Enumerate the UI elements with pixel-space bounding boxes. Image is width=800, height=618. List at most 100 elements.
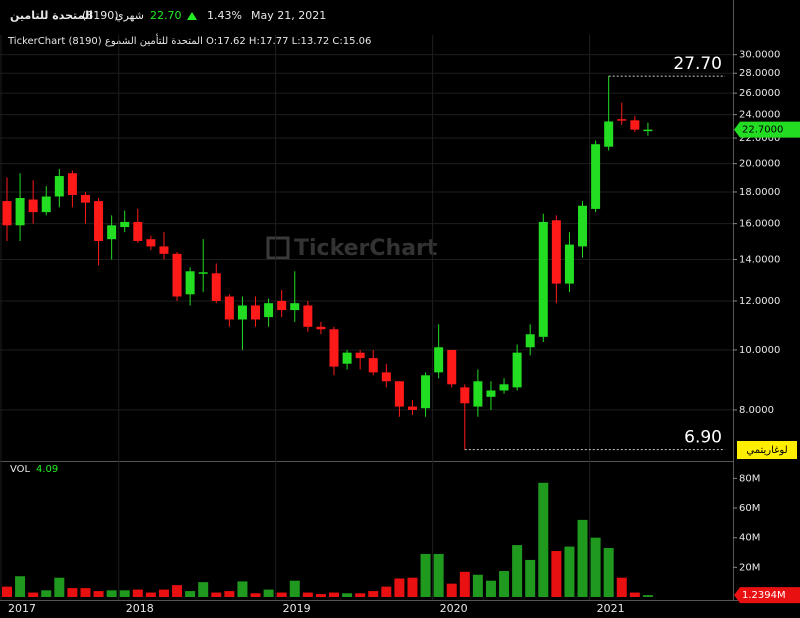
x-tick-label: 2017 xyxy=(8,602,36,615)
scale-mode-box xyxy=(737,441,797,459)
stock-name: المتحدة للتامين xyxy=(10,9,93,22)
candle-body xyxy=(172,253,182,297)
scale-mode-label: لوغاريتمي xyxy=(746,445,787,456)
watermark-icon xyxy=(266,236,290,260)
volume-bar xyxy=(355,593,366,597)
candle-body xyxy=(211,273,221,301)
y-tick-label: 24.0000 xyxy=(739,110,780,121)
candle-body xyxy=(355,352,365,359)
volume-bar xyxy=(93,591,104,597)
volume-bar xyxy=(446,583,457,597)
candle-body xyxy=(316,326,326,330)
candle-body xyxy=(591,144,601,209)
volume-bar xyxy=(250,593,261,597)
volume-bar xyxy=(263,589,274,597)
volume-bar xyxy=(276,592,287,597)
y-tick-label: 8.0000 xyxy=(739,405,774,416)
y-tick-label: 12.0000 xyxy=(739,296,780,307)
high-marker-label: 27.70 xyxy=(673,54,722,74)
candle-body xyxy=(80,194,90,203)
candle-body xyxy=(329,329,339,367)
volume-bar xyxy=(590,537,601,597)
last-volume-tag xyxy=(734,587,800,604)
volume-bar xyxy=(525,559,536,597)
candle-body xyxy=(538,221,548,337)
volume-bar xyxy=(41,590,52,597)
volume-bar xyxy=(119,590,130,597)
candle-body xyxy=(198,272,208,274)
volume-bar xyxy=(642,595,653,597)
watermark-text: TickerChart xyxy=(294,236,438,261)
y-tick-label: 16.0000 xyxy=(739,219,780,230)
x-tick-label: 2019 xyxy=(283,602,311,615)
candle-body xyxy=(290,303,300,311)
volume-bar xyxy=(368,591,379,597)
volume-title: VOL xyxy=(10,464,31,475)
candle-body xyxy=(512,352,522,388)
volume-bar xyxy=(145,592,156,597)
volume-bar xyxy=(381,586,392,597)
y-tick-label: 10.0000 xyxy=(739,345,780,356)
volume-bar xyxy=(80,588,91,597)
stock-code: (8190) xyxy=(82,9,119,22)
volume-bar xyxy=(551,551,562,597)
date: May 21, 2021 xyxy=(251,9,326,22)
candle-body xyxy=(643,129,653,132)
volume-bar xyxy=(211,592,222,597)
volume-bar xyxy=(15,576,26,597)
candle-body xyxy=(41,196,51,213)
candle-body xyxy=(525,334,535,348)
candle-body xyxy=(133,221,143,241)
volume-bar xyxy=(302,592,313,597)
candle-body xyxy=(578,205,588,247)
candle-body xyxy=(251,305,261,320)
candle-body xyxy=(107,225,117,240)
volume-bar xyxy=(512,545,523,597)
volume-bar xyxy=(224,591,235,597)
watermark: TickerChart xyxy=(266,236,438,261)
volume-bar xyxy=(315,594,326,597)
candle-body xyxy=(486,390,496,397)
change: 1.43% xyxy=(207,9,242,22)
volume-bar xyxy=(289,580,300,597)
candle-body xyxy=(394,381,404,407)
y-tick-label: 80M xyxy=(739,473,760,484)
y-tick-label: 18.0000 xyxy=(739,187,780,198)
candle-body xyxy=(447,349,457,385)
volume-bar xyxy=(459,571,470,597)
candle-body xyxy=(264,303,274,318)
volume-bar xyxy=(603,548,614,597)
candle-body xyxy=(564,244,574,284)
volume-bar xyxy=(54,577,65,597)
volume-bar xyxy=(407,577,418,597)
y-tick-label: 28.0000 xyxy=(739,68,780,79)
candle-body xyxy=(460,387,470,404)
candle-body xyxy=(120,221,130,228)
volume-bar xyxy=(616,577,627,597)
volume-value: 4.09 xyxy=(36,464,58,475)
candle-body xyxy=(407,406,417,410)
volume-bar xyxy=(564,546,575,597)
volume-bar xyxy=(472,574,483,597)
volume-bar xyxy=(433,553,444,597)
volume-bar xyxy=(538,482,549,597)
candle-body xyxy=(54,176,64,197)
candle-body xyxy=(303,305,313,327)
y-tick-label: 60M xyxy=(739,503,760,514)
volume-bar xyxy=(629,592,640,597)
candle-body xyxy=(94,201,104,241)
volume-bar xyxy=(67,588,78,597)
candle-body xyxy=(185,271,195,295)
low-marker-label: 6.90 xyxy=(684,428,722,448)
volume-bar xyxy=(158,589,169,597)
candle-body xyxy=(368,358,378,373)
volume-bar xyxy=(132,589,143,597)
volume-bar xyxy=(342,593,353,597)
candle-body xyxy=(421,375,431,409)
volume-bar xyxy=(329,592,339,597)
volume-bar xyxy=(394,578,405,597)
volume-bar xyxy=(577,519,588,597)
volume-bar xyxy=(106,590,117,597)
